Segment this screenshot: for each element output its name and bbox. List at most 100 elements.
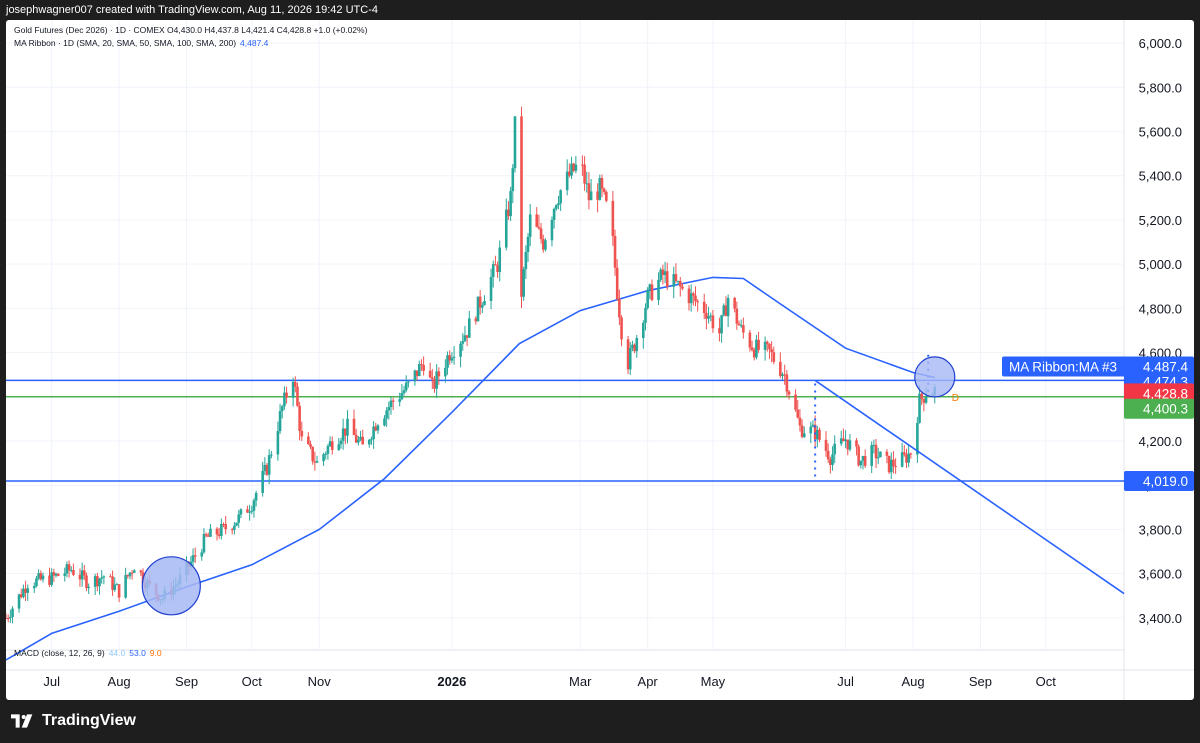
candle-body <box>611 200 615 237</box>
candle-body <box>876 457 880 459</box>
candle-body <box>100 577 104 579</box>
candle-body <box>367 439 371 445</box>
candle-body <box>98 578 101 587</box>
candle-body <box>402 390 406 394</box>
candle-body <box>222 523 225 525</box>
candle-body <box>83 570 86 576</box>
credit-text: josephwagner007 created with TradingView… <box>6 4 378 16</box>
candle-body <box>78 574 82 580</box>
candle-body <box>722 305 726 316</box>
candle-body <box>724 305 728 317</box>
x-tick-label: Apr <box>638 674 659 689</box>
candle-body <box>220 523 223 536</box>
candle-body <box>892 459 895 467</box>
price-axis[interactable]: 6,000.0 5,800.0 5,600.0 5,400.0 5,200.0 5,000… <box>1002 36 1194 626</box>
macd-label: MACD (close, 12, 26, 9) <box>14 648 105 658</box>
candle-body <box>109 576 112 578</box>
candle-body <box>202 533 206 553</box>
candle-body <box>633 344 636 352</box>
candle-body <box>463 335 467 342</box>
candle-body <box>785 374 789 392</box>
candle-body <box>511 168 515 192</box>
time-axis[interactable]: Jul Aug Sep Oct Nov 2026 Mar Apr May Jul Aug Sep Oct <box>43 674 1056 689</box>
candle-body <box>800 425 804 437</box>
candle-body <box>733 297 736 309</box>
candle-body <box>496 265 499 272</box>
candle-body <box>233 525 236 530</box>
candle-body <box>737 323 741 326</box>
candle-body <box>452 356 456 358</box>
candle-body <box>707 316 710 319</box>
candle-body <box>874 444 878 459</box>
candle-body <box>93 576 97 587</box>
candle-body <box>748 332 752 348</box>
candle-body <box>705 312 708 319</box>
candle-body <box>293 381 297 387</box>
candle-body <box>550 219 554 241</box>
x-tick-label: Nov <box>308 674 332 689</box>
candle-body <box>861 456 865 461</box>
candle-body <box>813 424 817 440</box>
candle-body <box>570 163 573 176</box>
legend-symbol: Gold Futures (Dec 2026) · 1D · COMEX O4,… <box>14 25 368 35</box>
candle-body <box>309 444 312 447</box>
price-chart[interactable]: D 6,000.0 5,800.0 5,600.0 5,400.0 5,200.0 5,0… <box>6 20 1194 700</box>
trendline <box>814 379 1125 595</box>
candle-body <box>315 461 319 463</box>
candle-body <box>879 451 882 458</box>
chart-panel[interactable]: D 6,000.0 5,800.0 5,600.0 5,400.0 5,200.0 5,0… <box>6 20 1194 700</box>
y-tick-label: 3,600.0 <box>1139 567 1182 582</box>
candle-body <box>696 301 699 303</box>
x-tick-label: Aug <box>901 674 924 689</box>
candle-body <box>909 453 913 455</box>
candle-body <box>113 584 117 590</box>
candle-body <box>191 555 195 562</box>
candle-body <box>285 392 288 398</box>
y-tick-label: 4,800.0 <box>1139 301 1182 316</box>
candle-body <box>415 370 419 376</box>
candle-body <box>283 392 286 407</box>
candle-body <box>48 575 51 585</box>
candle-body <box>200 552 204 557</box>
candle-body <box>102 576 106 578</box>
candle-body <box>398 399 401 402</box>
candle-body <box>250 510 254 512</box>
candle-body <box>526 236 530 253</box>
candle-body <box>387 407 391 411</box>
candle-body <box>783 374 786 376</box>
candle-body <box>446 355 449 368</box>
candle-body <box>237 514 241 523</box>
candle-body <box>513 116 517 169</box>
candle-body <box>524 252 528 270</box>
tradingview-brand[interactable]: TradingView <box>10 711 136 731</box>
candle-body <box>678 280 682 287</box>
candle-body <box>596 191 599 200</box>
macd-legend: MACD (close, 12, 26, 9) 44.0 53.0 9.0 <box>14 648 162 658</box>
candle-body <box>916 422 919 455</box>
candle-body <box>605 191 608 201</box>
macd-v2: 53.0 <box>129 648 146 658</box>
candle-body <box>239 509 243 515</box>
candle-body <box>694 295 697 302</box>
candle-body <box>626 339 630 370</box>
candle-body <box>598 178 602 200</box>
candle-body <box>254 492 258 501</box>
candle-body <box>824 439 828 451</box>
candle-body <box>765 341 769 344</box>
candle-body <box>544 240 547 250</box>
candle-body <box>646 289 649 308</box>
candle-body <box>324 453 328 455</box>
drawing-overlays[interactable]: D <box>141 354 1125 616</box>
candle-body <box>206 535 210 537</box>
candle-body <box>681 286 684 289</box>
candle-body <box>261 471 264 493</box>
candle-body <box>541 239 545 250</box>
y-tick-label: 3,800.0 <box>1139 522 1182 537</box>
candle-body <box>857 446 860 466</box>
candle-body <box>900 452 904 467</box>
candle-body <box>322 454 325 462</box>
candle-body <box>894 466 897 468</box>
candle-body <box>885 451 889 456</box>
candle-body <box>352 418 356 436</box>
candle-body <box>224 524 227 530</box>
